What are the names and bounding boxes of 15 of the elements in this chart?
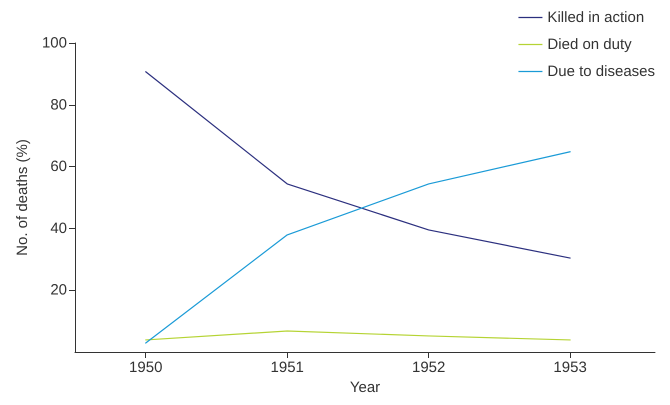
x-tick-label: 1951	[270, 359, 304, 376]
x-tick-label: 1953	[553, 359, 587, 376]
x-tick-label: 1952	[412, 359, 446, 376]
y-tick-label: 40	[50, 220, 67, 237]
line-series	[145, 151, 571, 344]
y-tick-label: 20	[50, 282, 67, 299]
legend-label: Due to diseases	[547, 63, 656, 80]
x-tick-label: 1950	[129, 359, 162, 376]
y-tick-label: 60	[50, 158, 67, 176]
x-axis-title: Year	[350, 379, 380, 396]
y-tick-label: 100	[42, 34, 67, 52]
legend-label: Killed in action	[547, 9, 644, 26]
y-axis-title: No. of deaths (%)	[14, 139, 31, 256]
y-tick-label: 80	[50, 96, 67, 114]
legend-label: Died on duty	[547, 36, 632, 53]
